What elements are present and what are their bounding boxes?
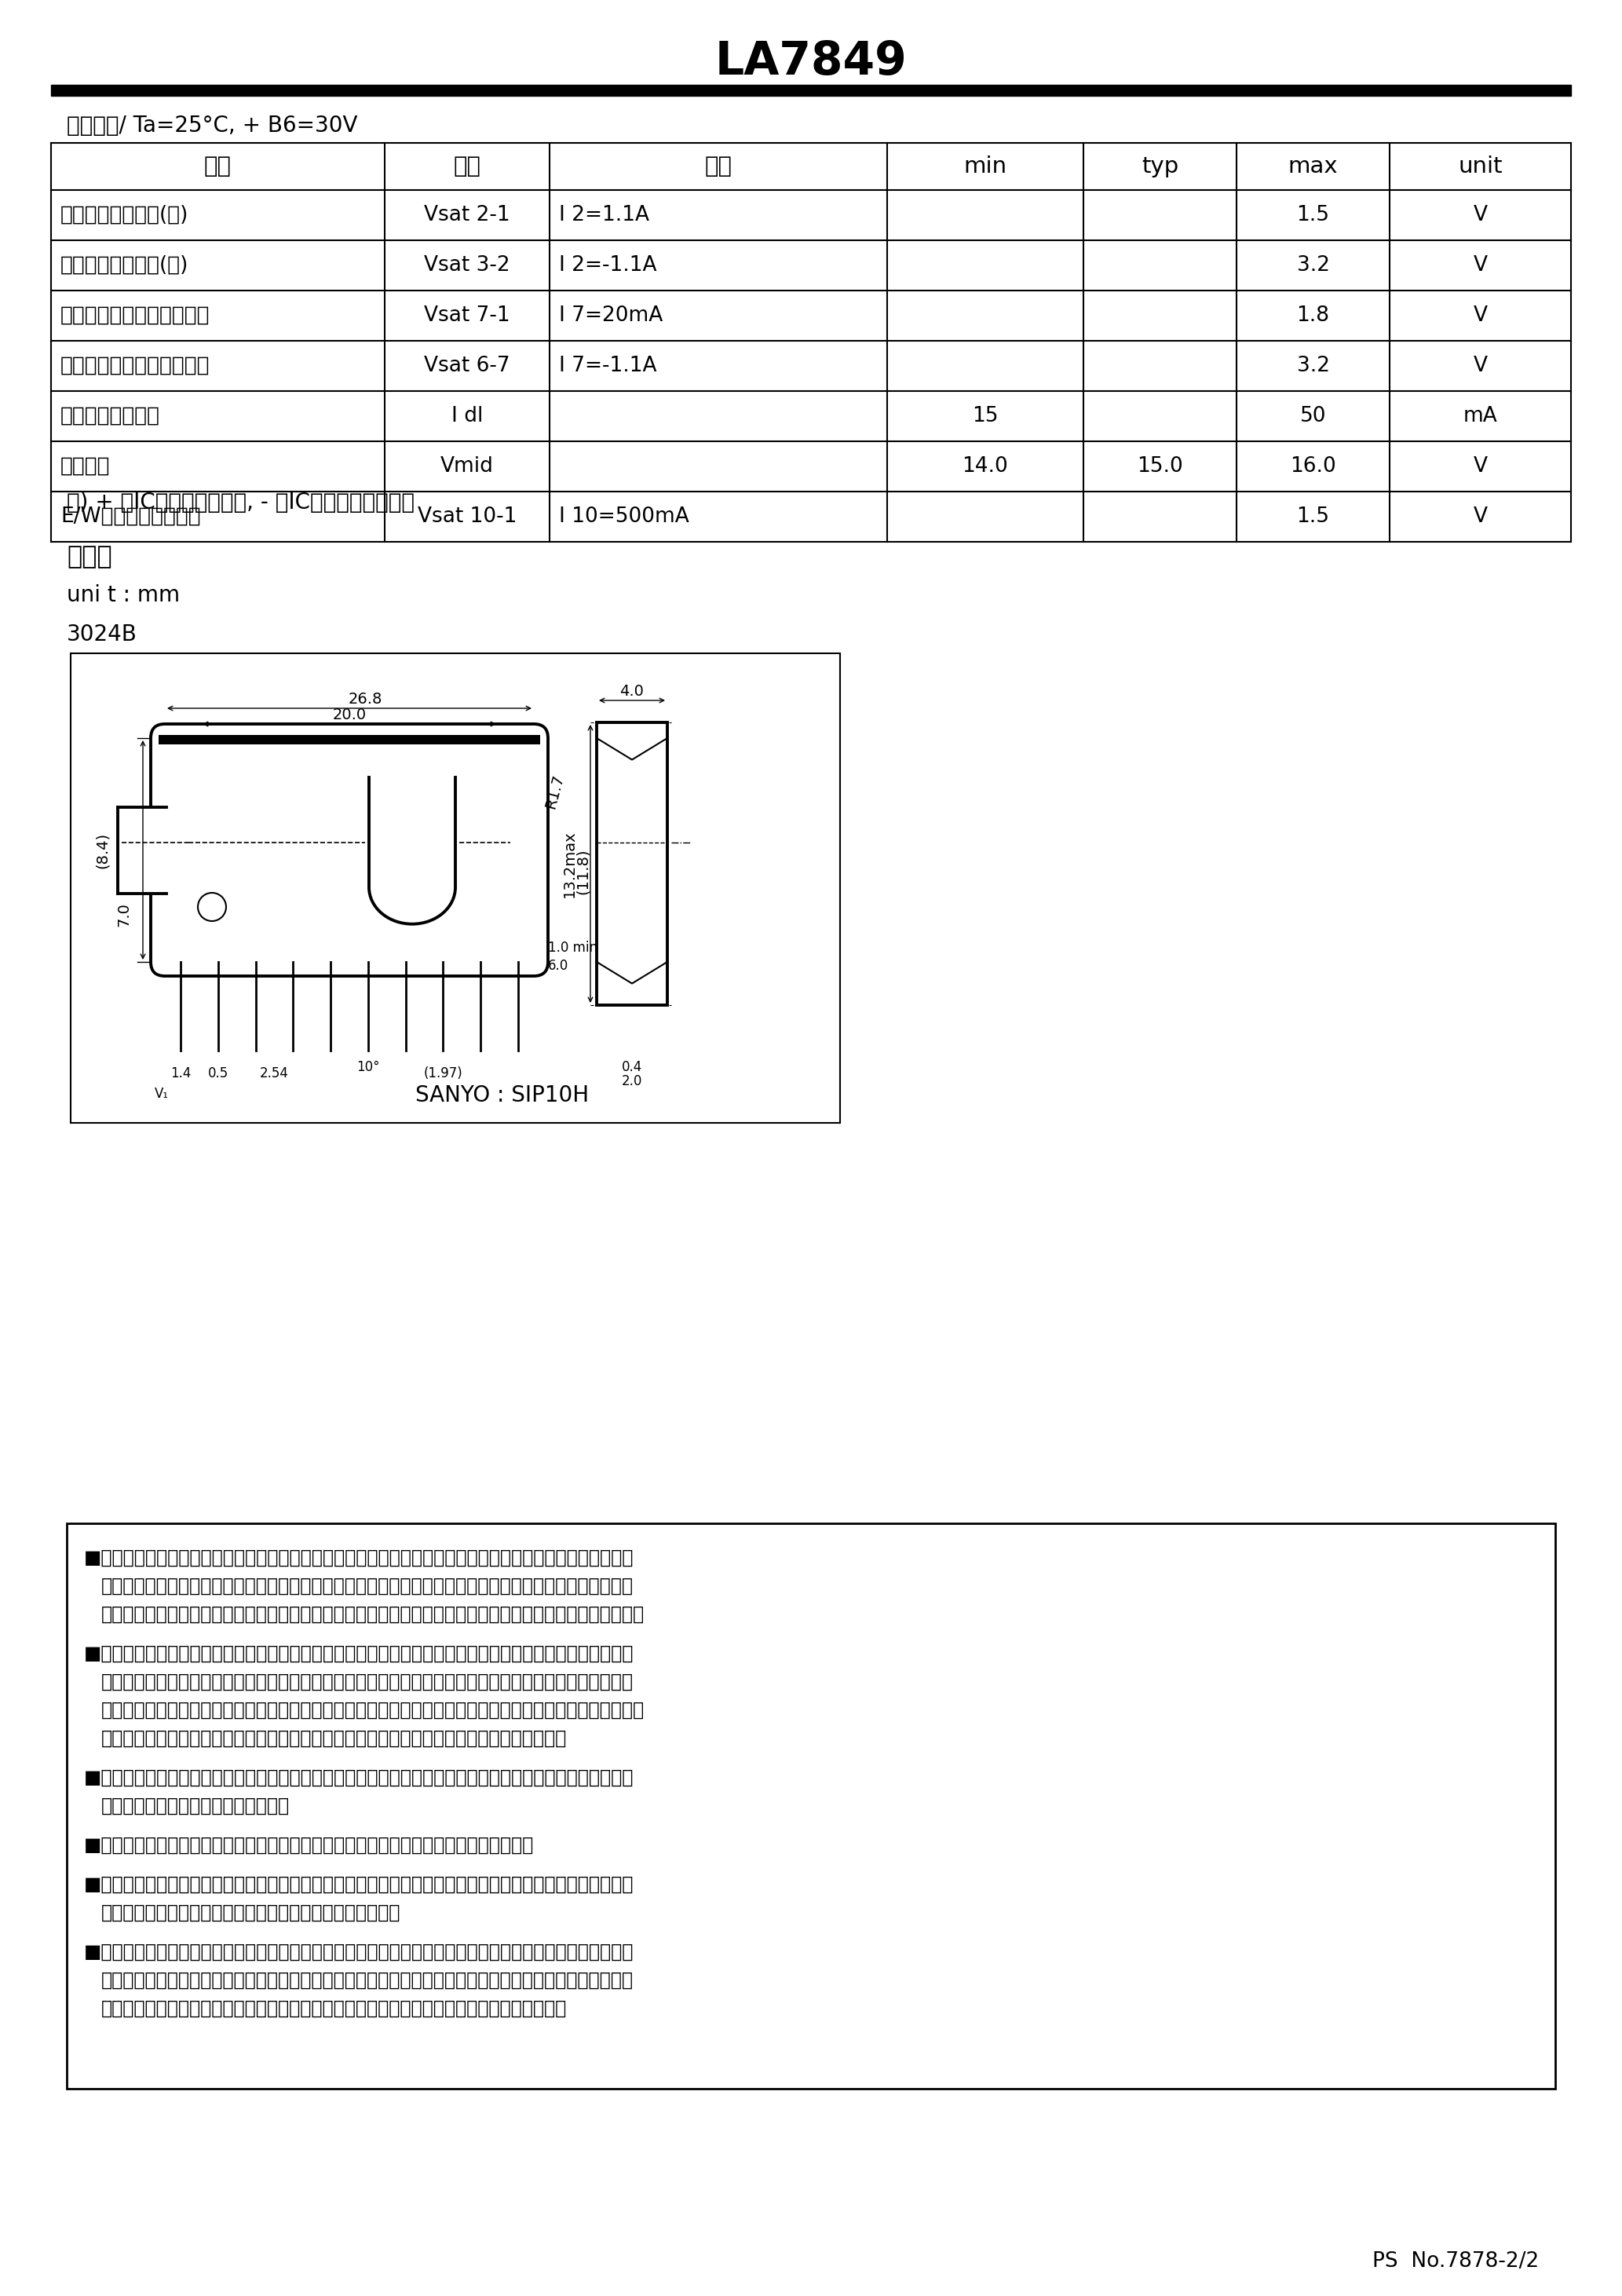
Text: に同法に基づく輸出許可が必要です。: に同法に基づく輸出許可が必要です。 [101, 1795, 290, 1816]
Text: 条件: 条件 [704, 156, 732, 177]
Text: 1.5: 1.5 [1296, 204, 1330, 225]
Text: I dl: I dl [451, 406, 483, 427]
Text: 10°: 10° [357, 1061, 380, 1075]
Text: 注) + はICに流入する電流, - はICから流出する電流: 注) + はICに流入する電流, - はICから流出する電流 [67, 491, 415, 514]
Text: Vsat 7-1: Vsat 7-1 [423, 305, 511, 326]
Text: 偏向出力餒和電圧(下): 偏向出力餒和電圧(下) [60, 204, 188, 225]
Text: 保護回路・誤動作防止回路等の安全設計、冗長設計・機構設計等の安全対策を行って下さい。: 保護回路・誤動作防止回路等の安全設計、冗長設計・機構設計等の安全対策を行って下さ… [101, 1729, 568, 1747]
Text: 13.2max: 13.2max [561, 831, 577, 898]
Text: 外形図: 外形図 [67, 546, 112, 569]
Text: 2.0: 2.0 [621, 1075, 642, 1088]
Text: えてしまう事故などを引き起こす可能性があります。機器設計時には、このような事故を起こさないような、: えてしまう事故などを引き起こす可能性があります。機器設計時には、このような事故を… [101, 1701, 644, 1720]
Text: unit: unit [1458, 156, 1502, 177]
Text: 14.0: 14.0 [962, 457, 1009, 478]
Text: ポンプアップ放電餒和電圧: ポンプアップ放電餒和電圧 [60, 356, 209, 377]
Text: 0.5: 0.5 [208, 1065, 229, 1081]
Text: I 2=1.1A: I 2=1.1A [560, 204, 649, 225]
Text: 15.0: 15.0 [1137, 457, 1182, 478]
Text: 3.2: 3.2 [1296, 255, 1330, 276]
Text: 動作特性/ Ta=25°C, + B6=30V: 動作特性/ Ta=25°C, + B6=30V [67, 115, 357, 138]
Text: LA7849: LA7849 [715, 39, 907, 83]
Text: アイドリング電流: アイドリング電流 [60, 406, 161, 427]
Text: ■本書記載の製品が、外国為替及び外国貿易法に定める規制貨物（役務を含む）に該当する場合、輸出する際: ■本書記載の製品が、外国為替及び外国貿易法に定める規制貨物（役務を含む）に該当す… [84, 1768, 634, 1786]
Text: 4.0: 4.0 [620, 684, 644, 698]
Text: 項目: 項目 [204, 156, 232, 177]
Text: (8.4): (8.4) [94, 831, 110, 868]
Text: がって、ご使用の際には、「納入仕様書」でご確認下さい。: がって、ご使用の際には、「納入仕様書」でご確認下さい。 [101, 1903, 401, 1922]
Text: V: V [1473, 255, 1487, 276]
Text: ■弊社は、高品質・高信頼性の製品を供給することに努めております。しかし、半導体製品はある確率で故障: ■弊社は、高品質・高信頼性の製品を供給することに努めております。しかし、半導体製… [84, 1644, 634, 1662]
Text: uni t : mm: uni t : mm [67, 583, 180, 606]
Text: 1.4: 1.4 [170, 1065, 191, 1081]
Text: 50: 50 [1299, 406, 1327, 427]
Text: I 7=-1.1A: I 7=-1.1A [560, 356, 657, 377]
Text: 1.8: 1.8 [1296, 305, 1330, 326]
Text: Vsat 2-1: Vsat 2-1 [423, 204, 511, 225]
Text: 1.0 min: 1.0 min [548, 941, 597, 955]
Text: 3.2: 3.2 [1296, 356, 1330, 377]
Text: 0.4: 0.4 [621, 1061, 642, 1075]
Text: max: max [1288, 156, 1338, 177]
Text: にあたって第３者の工業所有権その他の権利の実施に対する保証を行うものではありません。: にあたって第３者の工業所有権その他の権利の実施に対する保証を行うものではありませ… [101, 2000, 568, 2018]
Text: るものではありません。また、この資料は正確かつ信頼すべきものであると確認しておりますが、その使用: るものではありません。また、この資料は正確かつ信頼すべきものであると確認しており… [101, 1970, 634, 1991]
Text: V: V [1473, 204, 1487, 225]
Text: Vmid: Vmid [441, 457, 493, 478]
Text: ■弊社の承諾なしに、本書の一部または全部を、転載または複製することを禁止します。: ■弊社の承諾なしに、本書の一部または全部を、転載または複製することを禁止します。 [84, 1837, 534, 1855]
Text: り、お客様の製品（機器）での性能・特性・機能などを保証するものではありません。部品単体の評価では: り、お客様の製品（機器）での性能・特性・機能などを保証するものではありません。部… [101, 1577, 634, 1596]
Text: Vsat 3-2: Vsat 3-2 [423, 255, 511, 276]
Text: V: V [1473, 457, 1487, 478]
Text: ポンプアップ充電餒和電圧: ポンプアップ充電餒和電圧 [60, 305, 209, 326]
Text: SANYO : SIP10H: SANYO : SIP10H [415, 1084, 589, 1107]
Text: が生じてしまいます。この故障が原因となり、人命にかかわる事故、発煙・発火事故、他の物品に損害を与: が生じてしまいます。この故障が原因となり、人命にかかわる事故、発煙・発火事故、他… [101, 1671, 634, 1692]
Bar [159, 735, 540, 744]
Text: 1.5: 1.5 [1296, 507, 1330, 526]
Text: I 2=-1.1A: I 2=-1.1A [560, 255, 657, 276]
Text: typ: typ [1142, 156, 1179, 177]
Text: I 10=500mA: I 10=500mA [560, 507, 689, 526]
Text: mA: mA [1463, 406, 1497, 427]
FancyBboxPatch shape [151, 723, 548, 976]
Text: 26.8: 26.8 [349, 691, 383, 707]
Bar [118, 806, 167, 893]
Text: 15: 15 [972, 406, 999, 427]
Text: (11.8): (11.8) [576, 850, 590, 895]
Text: 偏向出力餒和電圧(上): 偏向出力餒和電圧(上) [60, 255, 188, 276]
Bar [368, 886, 456, 957]
Text: V₁: V₁ [154, 1086, 169, 1100]
Text: PS  No.7878-2/2: PS No.7878-2/2 [1372, 2252, 1539, 2271]
Bar [67, 1522, 1555, 2089]
Text: I 7=20mA: I 7=20mA [560, 305, 663, 326]
Text: (1.97): (1.97) [423, 1065, 462, 1081]
Text: ■本書記載の製品は、定められた条件下において、記載部品単体の性能・特性・機能などを規定するものであ: ■本書記載の製品は、定められた条件下において、記載部品単体の性能・特性・機能など… [84, 1548, 634, 1568]
Text: 記号: 記号 [454, 156, 480, 177]
Bar [597, 723, 667, 1006]
Bar [71, 654, 840, 1123]
Text: 3024B: 3024B [67, 625, 138, 645]
Text: V: V [1473, 305, 1487, 326]
Text: 中点電圧: 中点電圧 [60, 457, 110, 478]
Text: V: V [1473, 507, 1487, 526]
Text: 7.0: 7.0 [117, 902, 131, 928]
Text: R1.7: R1.7 [543, 774, 566, 810]
Text: ■この資料の情報（構成回路および回路定数を含む）は一例を示すもので、量産セットとしての設計を保証す: ■この資料の情報（構成回路および回路定数を含む）は一例を示すもので、量産セットと… [84, 1942, 634, 1961]
Text: min: min [963, 156, 1007, 177]
Text: 予測できない症状・事態を確認するためにも、お客様の製品で必要とされる評価・試験を必ず行って下さい。: 予測できない症状・事態を確認するためにも、お客様の製品で必要とされる評価・試験を… [101, 1605, 644, 1623]
Text: E/Wドライブ餒和電圧: E/Wドライブ餒和電圧 [60, 507, 201, 526]
Text: 2.54: 2.54 [260, 1065, 289, 1081]
Text: ■本書に記載された内容は、製品改善および技術改良等により将来予告なしに変更することがあります。した: ■本書に記載された内容は、製品改善および技術改良等により将来予告なしに変更するこ… [84, 1876, 634, 1894]
Text: V: V [1473, 356, 1487, 377]
Text: Vsat 10-1: Vsat 10-1 [417, 507, 517, 526]
Bar [50, 85, 1572, 96]
Text: 20.0: 20.0 [333, 707, 367, 723]
Text: 6.0: 6.0 [548, 960, 569, 974]
Text: Vsat 6-7: Vsat 6-7 [423, 356, 511, 377]
Text: 16.0: 16.0 [1289, 457, 1337, 478]
